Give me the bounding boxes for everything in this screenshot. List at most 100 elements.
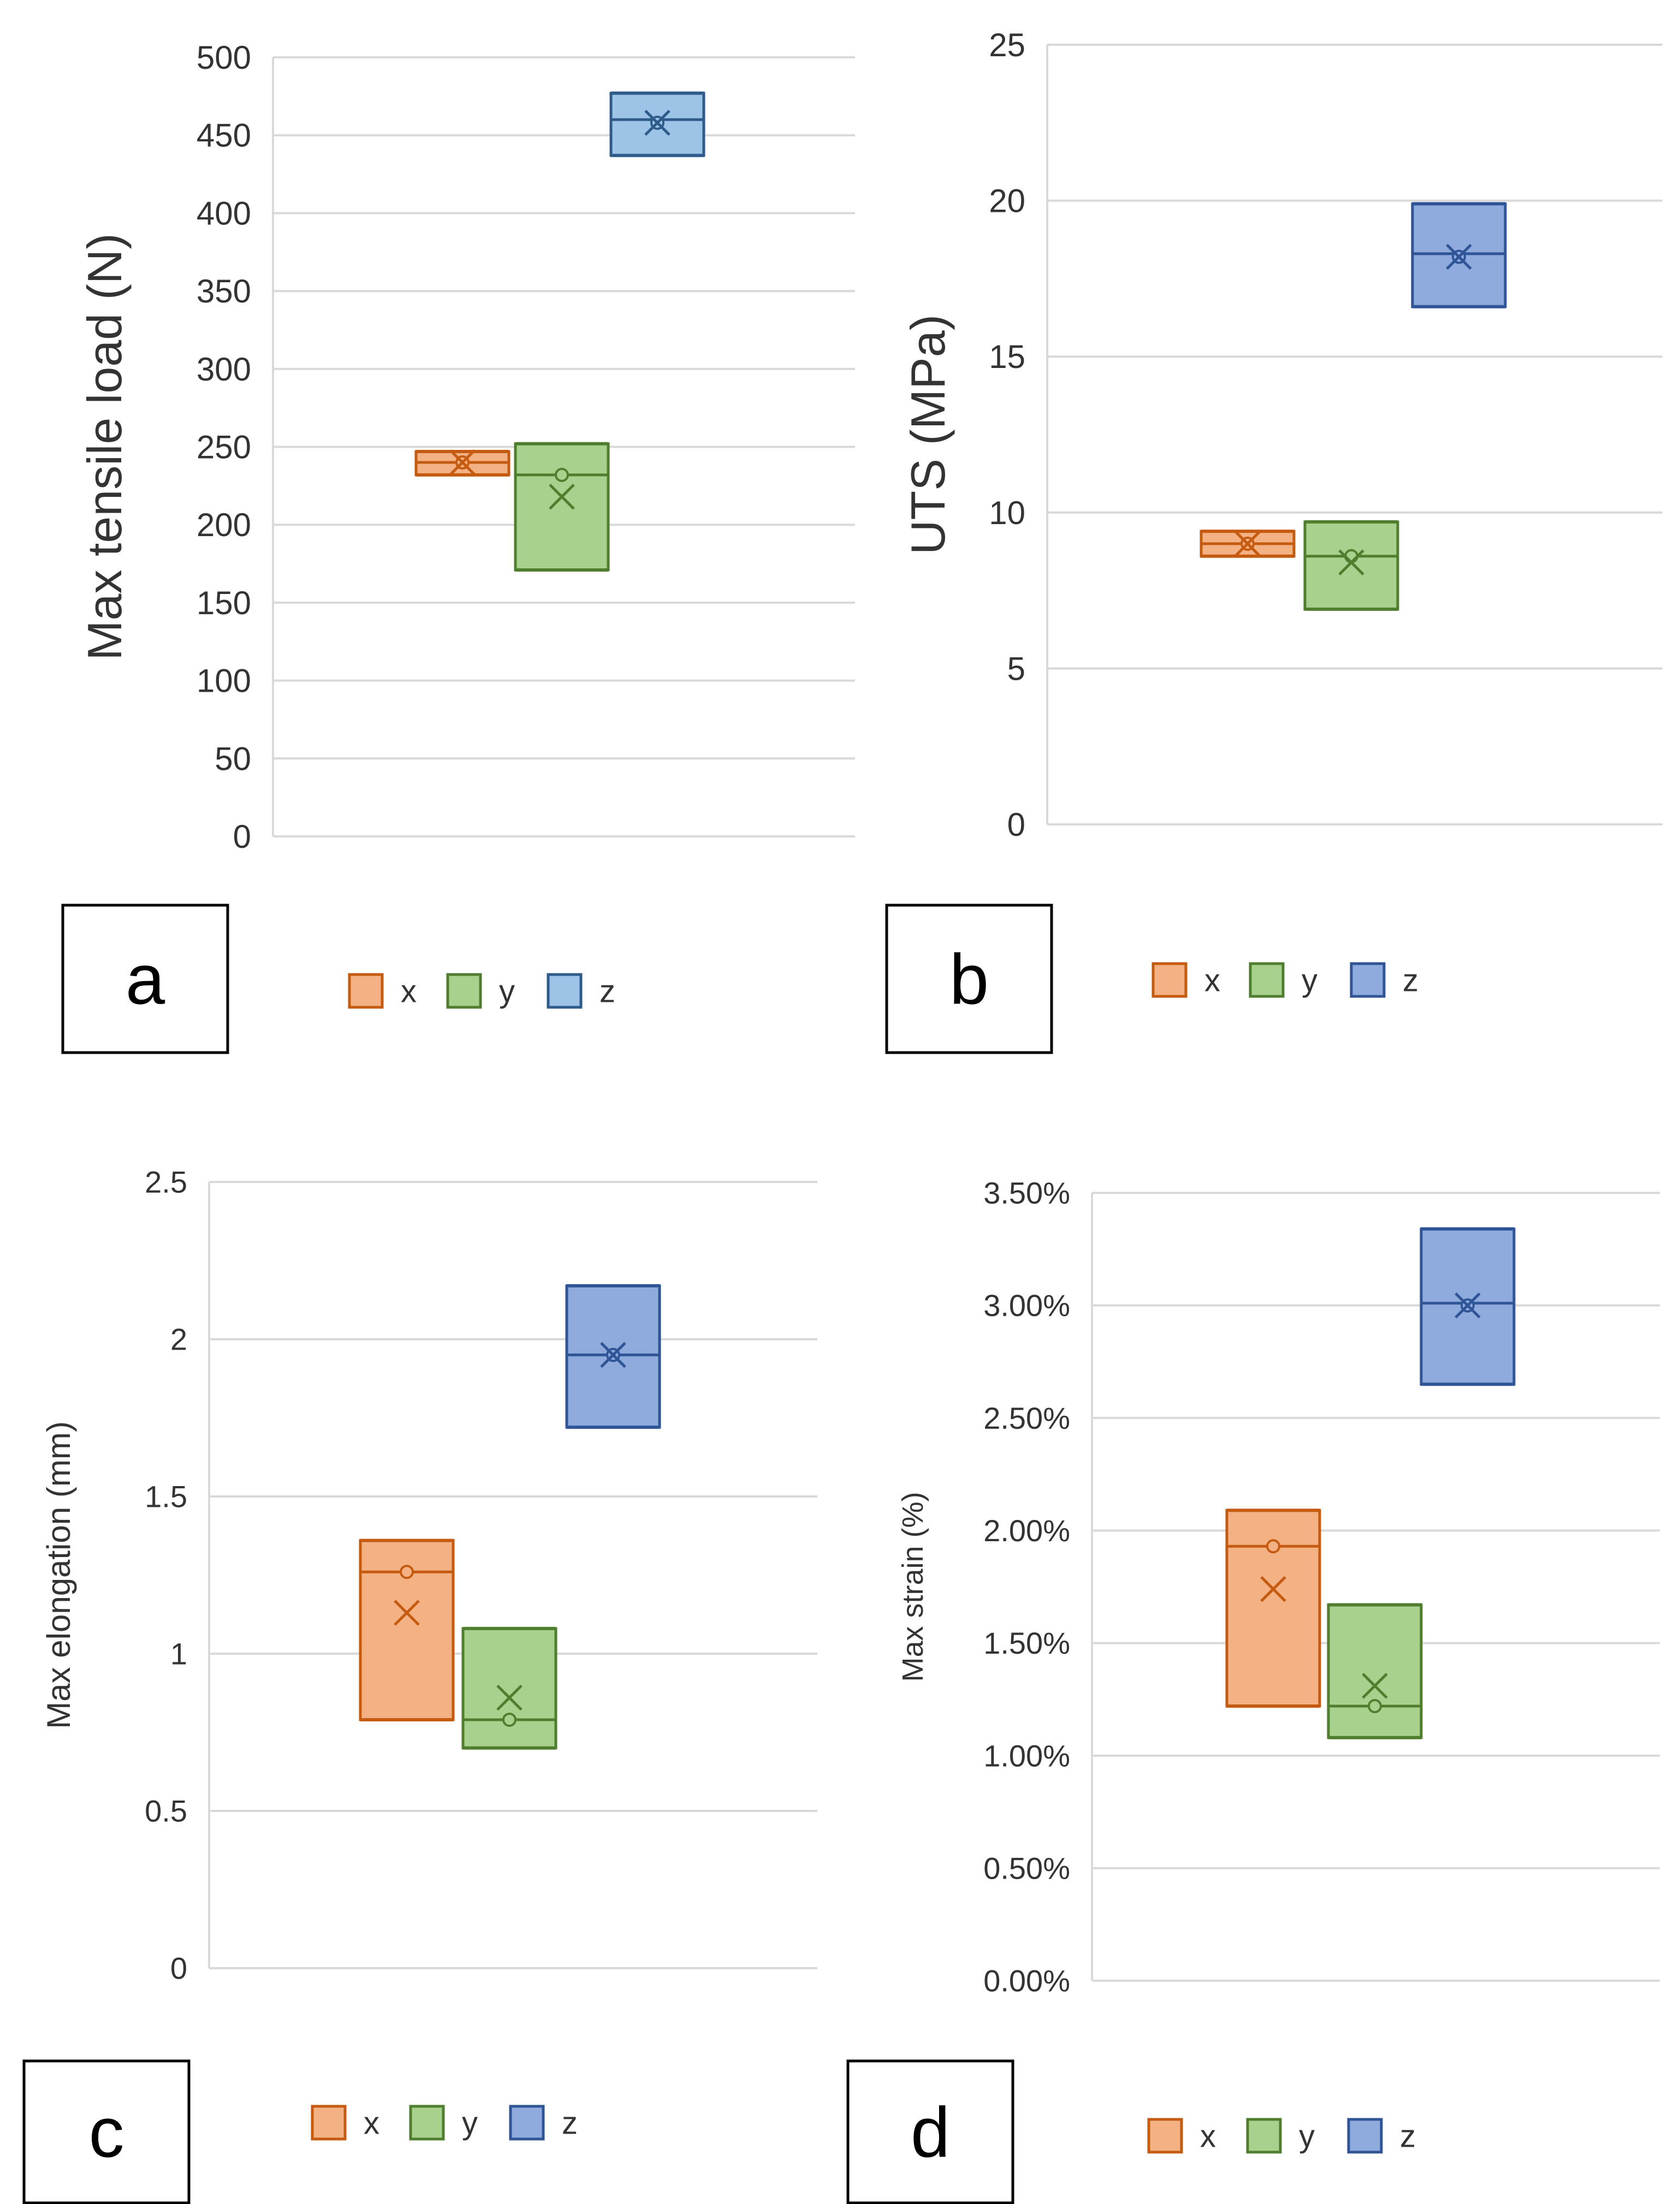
y-tick-label: 2.50% <box>983 1401 1070 1435</box>
box-x-mean-b <box>449 449 476 476</box>
panel-label: a <box>126 940 165 1019</box>
y-tick-label: 10 <box>989 495 1025 531</box>
box-y-point <box>555 467 569 482</box>
panel-label-frame <box>61 904 229 1054</box>
legend-swatch-z <box>547 973 583 1009</box>
legend-label-x: x <box>401 973 417 1009</box>
y-tick-label: 2.00% <box>983 1513 1070 1548</box>
panel-label: c <box>89 2093 124 2172</box>
y-tick-label: 200 <box>197 507 251 543</box>
legend-swatch-x <box>311 2105 347 2141</box>
y-tick-label: 350 <box>197 273 251 310</box>
y-tick-label: 2.5 <box>145 1165 187 1199</box>
y-tick-label: 100 <box>197 663 251 699</box>
panel-label-frame <box>885 904 1053 1054</box>
box-y <box>1303 520 1399 611</box>
box-y-body <box>514 442 610 572</box>
y-tick-label: 1.50% <box>983 1626 1070 1660</box>
box-z <box>1411 202 1507 308</box>
legend-swatch-y <box>1249 962 1285 998</box>
box-y-point <box>1344 549 1358 563</box>
y-tick-label: 0.5 <box>145 1794 187 1828</box>
box-x-point <box>400 1565 414 1579</box>
box-y-mean-b <box>1362 1673 1388 1699</box>
y-tick-label: 20 <box>989 183 1025 219</box>
y-tick-label: 150 <box>197 585 251 621</box>
y-tick-label: 3.50% <box>983 1176 1070 1210</box>
box-y-mean-b <box>496 1684 523 1711</box>
box-x-point <box>1266 1539 1280 1554</box>
y-tick-label: 1.00% <box>983 1738 1070 1773</box>
box-y-body <box>1327 1603 1423 1739</box>
legend-label-y: y <box>1302 963 1317 998</box>
box-z-mean-b <box>600 1342 626 1368</box>
y-tick-label: 50 <box>215 740 251 777</box>
box-z-mean-b <box>1455 1292 1481 1318</box>
chart-panel-a: 0 50 100 150 200 250 300 350 400 450 500 Max tensil… <box>61 39 855 1054</box>
legend-swatch-z <box>1350 962 1386 998</box>
panel-label: b <box>949 940 989 1019</box>
box-z-mean-b <box>644 110 670 136</box>
box-z-mean-b <box>1446 243 1472 270</box>
y-tick-label: 0 <box>233 818 251 855</box>
legend-swatch-z <box>1347 2118 1383 2154</box>
y-axis-title: Max strain (%) <box>897 1492 929 1682</box>
y-tick-label: 3.00% <box>983 1288 1070 1323</box>
legend-swatch-y <box>1246 2118 1282 2154</box>
legend-label-z: z <box>599 973 615 1009</box>
box-y-body <box>1303 520 1399 611</box>
box-x <box>1225 1508 1321 1708</box>
box-y-point <box>1368 1699 1382 1714</box>
legend-swatch-z <box>509 2105 545 2141</box>
legend-label-x: x <box>364 2105 379 2141</box>
panel-label-frame <box>846 2059 1014 2204</box>
y-tick-label: 5 <box>1007 650 1025 687</box>
box-y <box>514 442 610 572</box>
legend-swatch-y <box>409 2105 445 2141</box>
box-y <box>461 1626 557 1750</box>
y-tick-label: 25 <box>989 27 1025 63</box>
chart-panel-b: 0 5 10 15 20 25 UTS (MPa) b x y z <box>885 27 1663 1054</box>
box-y <box>1327 1603 1423 1739</box>
legend-label-y: y <box>1299 2118 1315 2154</box>
y-tick-label: 2 <box>170 1322 187 1357</box>
box-x <box>414 449 510 477</box>
y-tick-label: 250 <box>197 429 251 466</box>
legend-label-z: z <box>562 2105 578 2141</box>
box-z <box>565 1284 661 1429</box>
legend-swatch-x <box>1147 2118 1183 2154</box>
legend-label-y: y <box>462 2105 478 2141</box>
y-axis-title: Max tensile load (N) <box>78 233 132 661</box>
box-y-mean-b <box>1338 549 1364 575</box>
y-tick-label: 300 <box>197 351 251 388</box>
box-y-body <box>461 1627 557 1750</box>
y-tick-label: 15 <box>989 338 1025 375</box>
panel-label: d <box>911 2093 950 2172</box>
y-axis-title: Max elongation (mm) <box>40 1421 77 1729</box>
y-tick-label: 0.00% <box>983 1964 1070 1998</box>
legend-label-y: y <box>499 973 515 1009</box>
y-tick-label: 450 <box>197 117 251 154</box>
chart-panel-d: 0.00% 0.50% 1.00% 1.50% 2.00% 2.50% 3.00% 3.50%… <box>846 1176 1660 2204</box>
legend-label-x: x <box>1200 2118 1216 2154</box>
box-y-point <box>502 1712 517 1727</box>
box-x <box>1200 530 1296 558</box>
legend-label-z: z <box>1403 963 1418 998</box>
y-tick-label: 400 <box>197 195 251 231</box>
y-tick-label: 1 <box>170 1637 187 1671</box>
legend-label-z: z <box>1400 2118 1416 2154</box>
legend-label-x: x <box>1204 963 1220 998</box>
y-tick-label: 0 <box>170 1951 187 1986</box>
y-tick-label: 500 <box>197 39 251 76</box>
y-tick-label: 0.50% <box>983 1851 1070 1885</box>
box-x-mean-b <box>1234 531 1261 557</box>
panel-label-frame <box>22 2059 191 2204</box>
y-axis-title: UTS (MPa) <box>901 314 955 555</box>
legend-swatch-y <box>446 973 482 1009</box>
legend-swatch-x <box>348 973 384 1009</box>
y-tick-label: 1.5 <box>145 1480 187 1514</box>
box-x-mean-b <box>394 1600 420 1626</box>
legend-swatch-x <box>1151 962 1188 998</box>
chart-panel-c: 0 0.5 1 1.5 2 2.5 Max elongation (mm) c x y z <box>22 1165 817 2204</box>
